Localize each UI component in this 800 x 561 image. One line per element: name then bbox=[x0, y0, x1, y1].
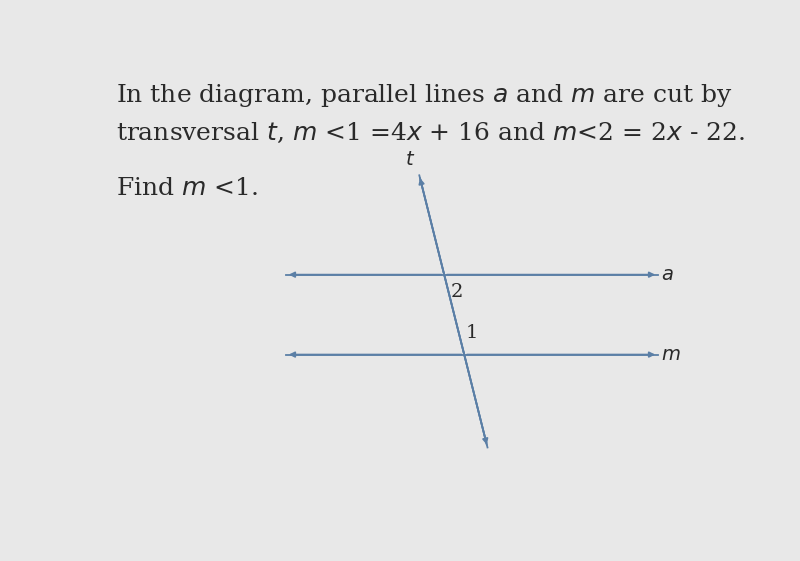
Text: transversal $\mathit{t}$, $\mathit{m}$ <1 =4$\mathit{x}$ + 16 and $\mathit{m}$<2: transversal $\mathit{t}$, $\mathit{m}$ <… bbox=[115, 121, 745, 145]
Text: $a$: $a$ bbox=[661, 266, 674, 284]
Text: $m$: $m$ bbox=[661, 346, 681, 364]
Text: 2: 2 bbox=[450, 283, 462, 301]
Text: $t$: $t$ bbox=[405, 151, 415, 169]
Text: Find $\mathit{m}$ <1.: Find $\mathit{m}$ <1. bbox=[115, 177, 258, 200]
Text: In the diagram, parallel lines $\mathit{a}$ and $\mathit{m}$ are cut by: In the diagram, parallel lines $\mathit{… bbox=[115, 82, 732, 109]
Text: 1: 1 bbox=[466, 324, 478, 342]
